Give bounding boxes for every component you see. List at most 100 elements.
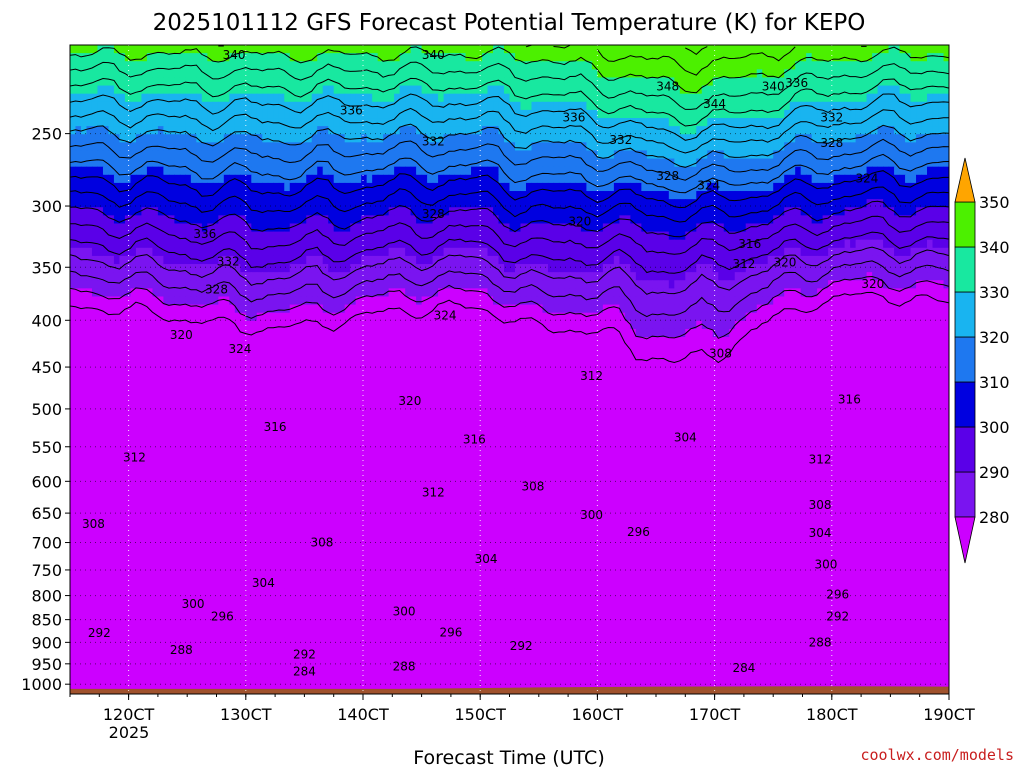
heat-cell xyxy=(564,142,571,152)
heat-cell xyxy=(504,77,511,87)
heat-cell xyxy=(745,126,752,135)
heat-cell xyxy=(460,101,467,111)
heat-cell xyxy=(685,223,692,233)
heat-cell xyxy=(514,223,522,233)
heat-cell xyxy=(619,239,626,249)
heat-cell xyxy=(273,45,280,54)
heat-cell xyxy=(251,207,258,216)
heat-cell xyxy=(449,223,456,233)
heat-cell xyxy=(509,199,516,208)
heat-cell xyxy=(613,77,620,87)
heat-cell xyxy=(256,150,263,160)
heat-cell xyxy=(278,101,285,111)
heat-cell xyxy=(377,134,384,143)
heat-cell xyxy=(350,85,357,95)
heat-cell xyxy=(262,296,269,306)
heat-cell xyxy=(877,69,884,79)
heat-cell xyxy=(251,101,258,111)
heat-cell xyxy=(284,134,291,143)
heat-cell xyxy=(256,182,263,192)
heat-cell xyxy=(333,272,340,281)
heat-cell xyxy=(872,69,879,79)
heat-cell xyxy=(333,174,340,184)
heat-cell xyxy=(273,134,280,143)
heat-cell xyxy=(394,93,401,103)
heat-cell xyxy=(113,182,121,192)
heat-cell xyxy=(712,69,719,79)
heat-cell xyxy=(663,134,670,143)
heat-cell xyxy=(800,191,807,200)
heat-cell xyxy=(729,158,736,168)
heat-cell xyxy=(157,61,164,70)
heat-cell xyxy=(520,166,527,176)
heat-cell xyxy=(317,280,324,289)
heat-cell xyxy=(366,174,373,184)
heat-cell xyxy=(685,109,692,119)
heat-cell xyxy=(734,223,741,233)
heat-cell xyxy=(80,53,88,62)
heat-cell xyxy=(394,264,401,273)
heat-cell xyxy=(482,191,489,200)
heat-cell xyxy=(547,182,555,192)
heat-cell xyxy=(300,109,307,119)
heat-cell xyxy=(399,101,406,111)
heat-cell xyxy=(333,255,340,265)
heat-cell xyxy=(751,191,758,200)
heat-cell xyxy=(745,85,752,95)
heat-cell xyxy=(674,182,681,192)
heat-cell xyxy=(256,61,263,70)
heat-cell xyxy=(86,166,93,176)
heat-cell xyxy=(679,45,686,54)
heat-cell xyxy=(580,280,588,289)
heat-cell xyxy=(91,118,99,127)
heat-cell xyxy=(536,166,544,176)
heat-cell xyxy=(751,174,758,184)
heat-cell xyxy=(141,264,148,273)
heat-cell xyxy=(344,215,351,225)
heat-cell xyxy=(262,247,269,257)
heat-cell xyxy=(729,223,736,233)
heat-cell xyxy=(130,207,137,216)
heat-cell xyxy=(487,69,494,79)
heat-cell xyxy=(487,158,494,168)
heat-cell xyxy=(361,247,368,257)
heat-cell xyxy=(278,150,285,160)
heat-cell xyxy=(504,239,511,249)
heat-cell xyxy=(234,61,241,70)
heat-cell xyxy=(641,166,648,176)
heat-cell xyxy=(190,93,197,103)
heat-cell xyxy=(223,182,230,192)
heat-cell xyxy=(613,288,620,298)
heat-cell xyxy=(223,255,230,265)
heat-cell xyxy=(130,231,137,241)
heat-cell xyxy=(75,118,82,127)
heat-cell xyxy=(229,77,236,87)
heat-cell xyxy=(888,118,895,127)
heat-cell xyxy=(894,191,901,200)
heat-cell xyxy=(218,239,225,249)
heat-cell xyxy=(493,255,500,265)
heat-cell xyxy=(509,93,516,103)
heat-cell xyxy=(399,264,406,273)
heat-cell xyxy=(558,93,566,103)
heat-cell xyxy=(762,223,769,233)
heat-cell xyxy=(284,239,291,249)
heat-cell xyxy=(701,93,708,103)
heat-cell xyxy=(432,93,439,103)
heat-cell xyxy=(679,69,686,79)
heat-cell xyxy=(591,199,598,208)
heat-cell xyxy=(185,191,192,200)
heat-cell xyxy=(685,134,692,143)
heat-cell xyxy=(135,77,143,87)
heat-cell xyxy=(536,61,544,70)
heat-cell xyxy=(751,61,758,70)
heat-cell xyxy=(806,231,813,241)
heat-cell xyxy=(597,231,604,241)
heat-cell xyxy=(542,255,549,265)
heat-cell xyxy=(536,199,544,208)
heat-cell xyxy=(75,199,82,208)
heat-cell xyxy=(822,61,829,70)
heat-cell xyxy=(630,182,637,192)
heat-cell xyxy=(910,272,917,281)
heat-cell xyxy=(476,288,483,298)
